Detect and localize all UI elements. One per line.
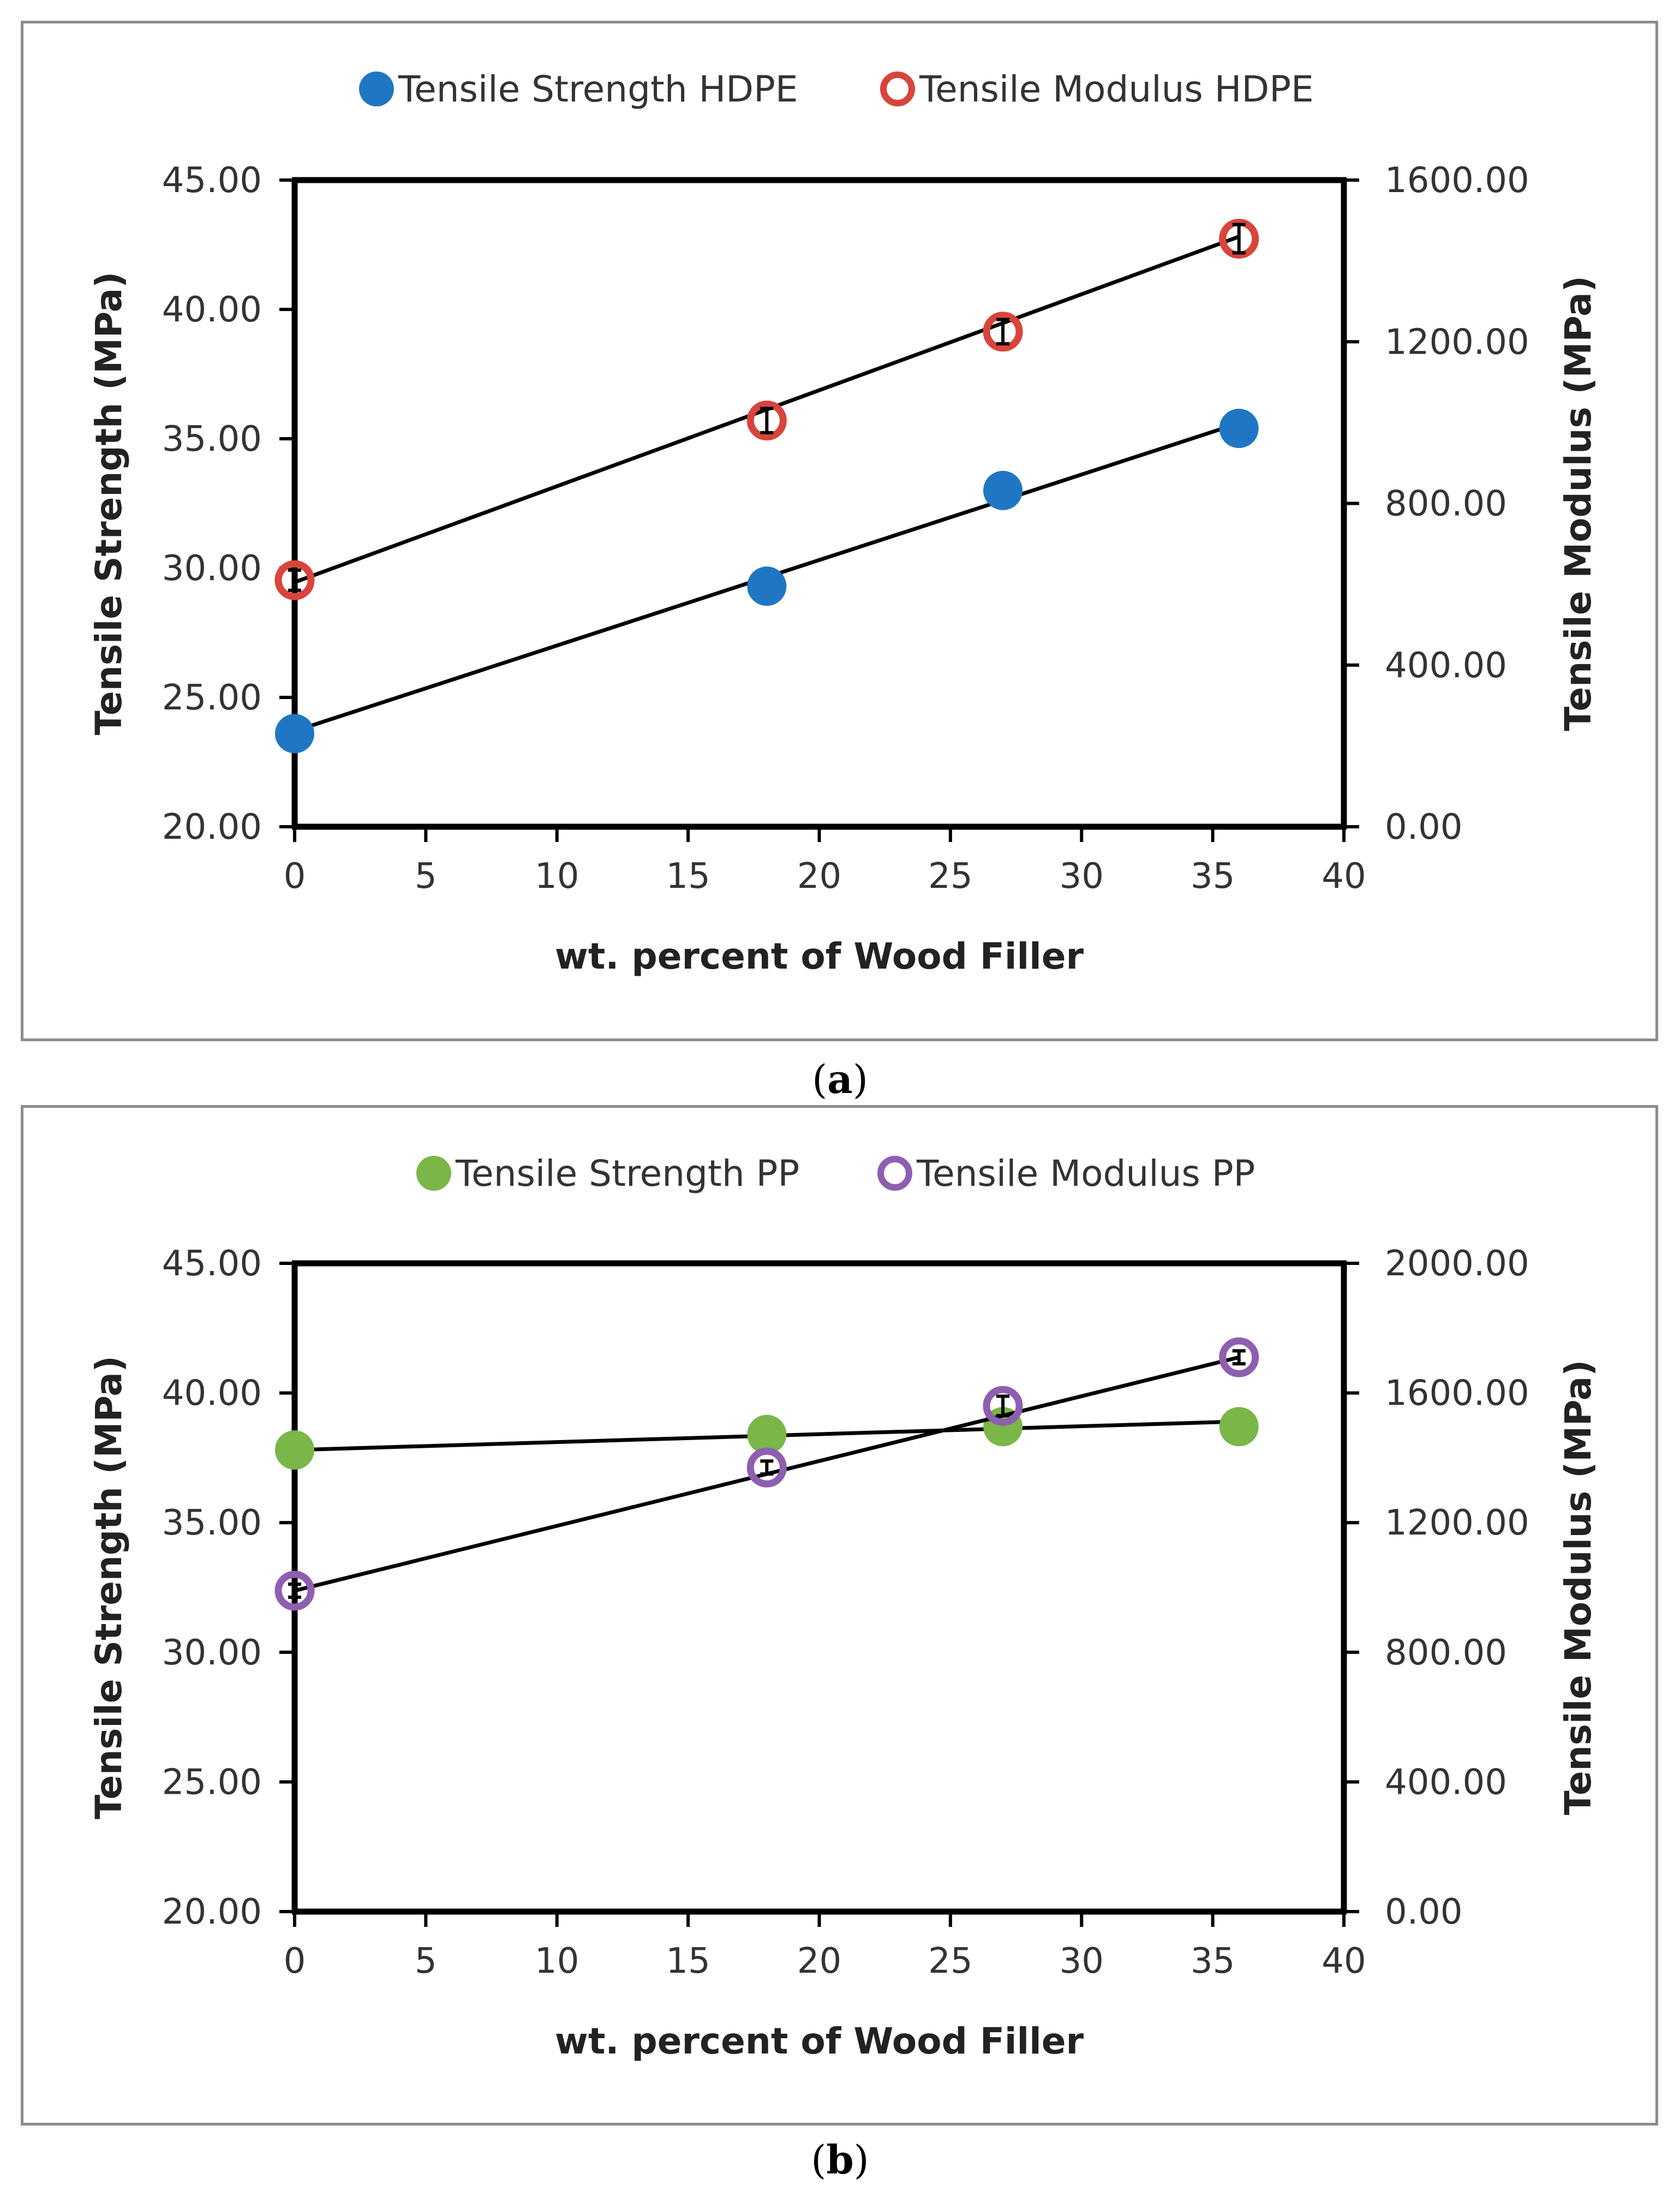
x-axis-title: wt. percent of Wood Filler xyxy=(555,2020,1084,2062)
left-y-tick-label: 25.00 xyxy=(162,1762,262,1802)
left-y-tick-label: 20.00 xyxy=(162,807,262,847)
data-point xyxy=(1219,409,1259,449)
data-point xyxy=(274,560,315,600)
data-point xyxy=(1219,218,1259,259)
legend-marker xyxy=(359,71,394,106)
left-y-axis-title: Tensile Strength (MPa) xyxy=(88,272,130,736)
data-point xyxy=(274,1571,315,1611)
left-y-tick-label: 20.00 xyxy=(162,1892,262,1932)
panel-a-label: a xyxy=(827,1056,853,1102)
x-tick-label: 25 xyxy=(928,856,972,897)
left-y-tick-label: 45.00 xyxy=(162,1244,262,1284)
left-y-tick-label: 40.00 xyxy=(162,290,262,330)
right-y-tick-label: 0.00 xyxy=(1385,1892,1463,1932)
legend-label: Tensile Modulus PP xyxy=(916,1153,1255,1195)
x-tick-label: 35 xyxy=(1191,1941,1235,1981)
x-tick-label: 40 xyxy=(1322,1941,1366,1981)
right-y-axis-title: Tensile Modulus (MPa) xyxy=(1557,1360,1599,1816)
data-point xyxy=(983,312,1023,352)
x-tick-label: 10 xyxy=(535,856,579,897)
x-tick-label: 10 xyxy=(535,1941,579,1981)
panel-b-label: b xyxy=(826,2136,854,2183)
right-y-axis-title: Tensile Modulus (MPa) xyxy=(1557,276,1599,731)
left-y-tick-label: 35.00 xyxy=(162,419,262,459)
chart-a: 0 5 10 15 20 25 30 35 40 20.00 25.00 30.00 35.00 40.0… xyxy=(88,68,1599,977)
legend-label: Tensile Modulus HDPE xyxy=(919,68,1314,110)
x-tick-label: 25 xyxy=(928,1941,972,1981)
right-y-tick-label: 1200.00 xyxy=(1385,1503,1529,1543)
right-y-tick-label: 1200.00 xyxy=(1385,322,1529,362)
data-point xyxy=(747,1414,787,1454)
data-point xyxy=(275,714,314,754)
data-point xyxy=(983,470,1023,510)
data-point xyxy=(746,1447,787,1488)
panel-a-caption: (a) xyxy=(812,1056,868,1102)
data-point xyxy=(1219,1407,1259,1447)
x-tick-label: 40 xyxy=(1322,856,1366,897)
x-tick-label: 30 xyxy=(1060,1941,1104,1981)
right-y-tick-label: 0.00 xyxy=(1385,807,1463,847)
right-y-tick-label: 800.00 xyxy=(1385,484,1507,524)
right-y-tick-label: 400.00 xyxy=(1385,646,1507,686)
legend-marker xyxy=(416,1156,451,1191)
right-y-tick-label: 1600.00 xyxy=(1385,160,1529,201)
x-tick-label: 15 xyxy=(666,1941,710,1981)
x-tick-label: 20 xyxy=(797,1941,841,1981)
left-y-tick-label: 35.00 xyxy=(162,1503,262,1543)
x-tick-label: 0 xyxy=(284,1941,306,1981)
x-tick-label: 5 xyxy=(415,1941,437,1981)
left-y-tick-label: 30.00 xyxy=(162,548,262,589)
x-tick-label: 15 xyxy=(666,856,710,897)
left-y-axis-title: Tensile Strength (MPa) xyxy=(88,1356,130,1819)
data-point xyxy=(746,401,787,441)
x-tick-label: 0 xyxy=(284,856,306,897)
legend-marker xyxy=(880,71,915,106)
legend-label: Tensile Strength HDPE xyxy=(398,68,798,110)
left-y-tick-label: 25.00 xyxy=(162,678,262,718)
legend-marker xyxy=(877,1156,912,1191)
x-tick-label: 5 xyxy=(415,856,437,897)
data-point xyxy=(983,1386,1023,1426)
x-tick-label: 30 xyxy=(1060,856,1104,897)
right-y-tick-label: 2000.00 xyxy=(1385,1244,1529,1284)
x-axis-title: wt. percent of Wood Filler xyxy=(555,935,1084,977)
left-y-tick-label: 40.00 xyxy=(162,1374,262,1414)
left-y-tick-label: 30.00 xyxy=(162,1633,262,1673)
chart-b: 0 5 10 15 20 25 30 35 40 20.00 25.00 30.00 35.00 40.0… xyxy=(88,1153,1599,2062)
right-y-tick-label: 400.00 xyxy=(1385,1762,1507,1802)
panel-b-caption: (b) xyxy=(811,2136,869,2183)
x-tick-label: 20 xyxy=(797,856,841,897)
legend-label: Tensile Strength PP xyxy=(455,1153,799,1195)
x-tick-label: 35 xyxy=(1191,856,1235,897)
data-point xyxy=(275,1430,314,1470)
right-y-tick-label: 1600.00 xyxy=(1385,1374,1529,1414)
data-point xyxy=(1219,1337,1259,1377)
right-y-tick-label: 800.00 xyxy=(1385,1633,1507,1673)
data-point xyxy=(747,566,787,606)
left-y-tick-label: 45.00 xyxy=(162,160,262,201)
